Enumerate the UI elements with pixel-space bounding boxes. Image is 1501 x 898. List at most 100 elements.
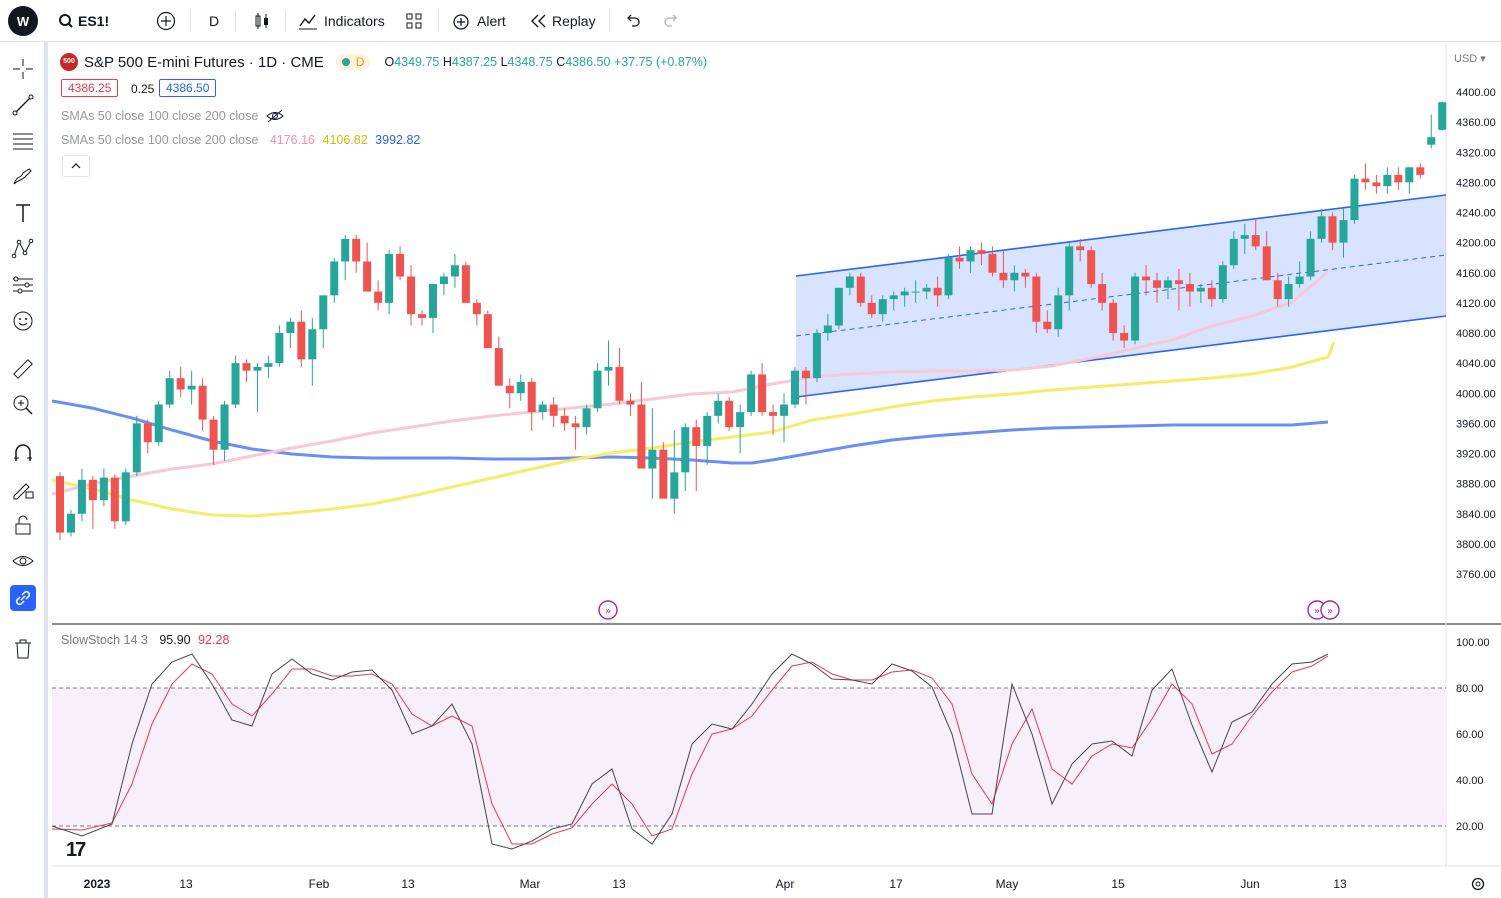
symbol-search-button[interactable]: ES1! (58, 0, 109, 42)
candle-body (856, 276, 865, 303)
candle-body (1339, 220, 1348, 243)
price-tick-label: 4280.00 (1456, 177, 1496, 189)
candle-body (1427, 137, 1436, 145)
crosshair-tool[interactable] (10, 56, 36, 82)
candle-body (659, 449, 668, 499)
sync-drawings-tool[interactable] (10, 585, 36, 611)
candle-body (867, 302, 876, 315)
price-tick-label: 3800.00 (1456, 539, 1496, 551)
candle-body (1174, 280, 1183, 285)
eye-crossed-icon[interactable] (266, 109, 285, 123)
trend-line-tool[interactable] (10, 92, 36, 118)
delayed-badge: D (355, 55, 365, 69)
replay-button[interactable]: Replay (530, 0, 596, 42)
stoch-tick-label: 100.00 (1456, 637, 1490, 649)
candle-body (77, 479, 86, 514)
candle-body (955, 257, 964, 262)
price-tick-label: 4040.00 (1456, 358, 1496, 370)
eye-icon (12, 556, 34, 566)
event-marker-glyph: » (1314, 606, 1320, 617)
candle-body (736, 412, 745, 428)
stoch-legend[interactable]: SlowStoch 14 3 95.90 92.28 (61, 633, 230, 647)
sma200-value: 3992.82 (375, 133, 421, 147)
plus-circle-icon (156, 11, 176, 31)
magnet-tool[interactable] (10, 440, 36, 466)
candle-body (626, 400, 635, 405)
pen-icon (13, 168, 32, 185)
smiley-icon (13, 311, 33, 331)
text-tool[interactable] (10, 200, 36, 226)
candle-body (900, 291, 909, 296)
undo-button[interactable] (624, 0, 642, 42)
trend-line-icon (12, 94, 34, 116)
stay-drawing-tool[interactable] (10, 476, 36, 502)
stoch-tick-label: 60.00 (1456, 729, 1484, 741)
candle-body (286, 321, 295, 333)
candle-body (1207, 287, 1216, 300)
sma50-line (52, 270, 1329, 496)
brush-tool[interactable] (10, 164, 36, 190)
candle-body (1163, 280, 1172, 288)
zoom-in-icon (13, 395, 33, 415)
app-logo[interactable]: W (8, 6, 38, 36)
interval-button[interactable]: D (209, 0, 219, 42)
buy-price-button[interactable]: 4386.50 (159, 79, 217, 97)
candle-body (549, 404, 558, 416)
candle-body (1251, 235, 1260, 247)
candle-body (1350, 178, 1359, 221)
pattern-tool[interactable] (10, 236, 36, 262)
candle-body (220, 404, 229, 450)
prediction-tool[interactable] (10, 272, 36, 298)
stoch-k-line (52, 653, 1329, 850)
time-tick-label: 2023 (84, 877, 111, 891)
hide-drawings-tool[interactable] (10, 548, 36, 574)
candle-body (1131, 276, 1140, 341)
indicators-icon (299, 14, 317, 30)
rewind-icon (531, 14, 546, 28)
chart-type-button[interactable] (253, 0, 271, 42)
chart-area[interactable]: 4400.00 4360.00 4320.00 4280.00 4240.00 4200.… (52, 44, 1501, 898)
stoch-band (52, 688, 1446, 826)
time-tick-label: 13 (1333, 877, 1347, 891)
channel-lower-line (795, 315, 1447, 398)
compare-symbol-button[interactable] (156, 0, 176, 42)
gear-icon (1471, 877, 1485, 891)
zoom-tool[interactable] (10, 392, 36, 418)
candle-body (242, 363, 251, 371)
candle-body (999, 272, 1008, 281)
candle-body (1438, 102, 1447, 130)
remove-drawings-tool[interactable] (10, 636, 36, 662)
indicators-button[interactable]: Indicators (298, 0, 385, 42)
price-tick-label: 3960.00 (1456, 418, 1496, 430)
price-tick-label: 4240.00 (1456, 208, 1496, 220)
candle-body (461, 265, 470, 303)
candle-body (231, 363, 240, 405)
emoji-tool[interactable] (10, 308, 36, 334)
redo-button[interactable] (662, 0, 680, 42)
candle-body (922, 287, 931, 292)
candle-body (450, 265, 459, 277)
candle-body (1273, 280, 1282, 300)
alert-button[interactable]: Alert (451, 0, 506, 42)
candle-body (878, 299, 887, 315)
sell-price-button[interactable]: 4386.25 (61, 79, 119, 97)
settings-button[interactable] (1470, 876, 1486, 897)
lock-drawings-tool[interactable] (10, 512, 36, 538)
price-chart[interactable]: 4400.00 4360.00 4320.00 4280.00 4240.00 4200.… (52, 44, 1501, 898)
sma-hidden-legend[interactable]: SMAs 50 close 100 close 200 close (61, 109, 285, 123)
candle-body (198, 385, 207, 420)
measure-tool[interactable] (10, 356, 36, 382)
sma-legend[interactable]: SMAs 50 close 100 close 200 close 4176.1… (61, 133, 421, 147)
templates-button[interactable] (405, 0, 423, 42)
candle-body (472, 302, 481, 315)
candle-body (681, 427, 690, 473)
currency-label[interactable]: USD ▾ (1454, 53, 1486, 65)
candle-body (1218, 265, 1227, 300)
price-tick-label: 3920.00 (1456, 449, 1496, 461)
candle-body (582, 408, 591, 428)
candle-body (1383, 174, 1392, 187)
fib-tool[interactable] (10, 128, 36, 154)
collapse-legend-button[interactable] (62, 155, 90, 177)
candle-body (132, 423, 141, 473)
candle-body (758, 374, 767, 413)
